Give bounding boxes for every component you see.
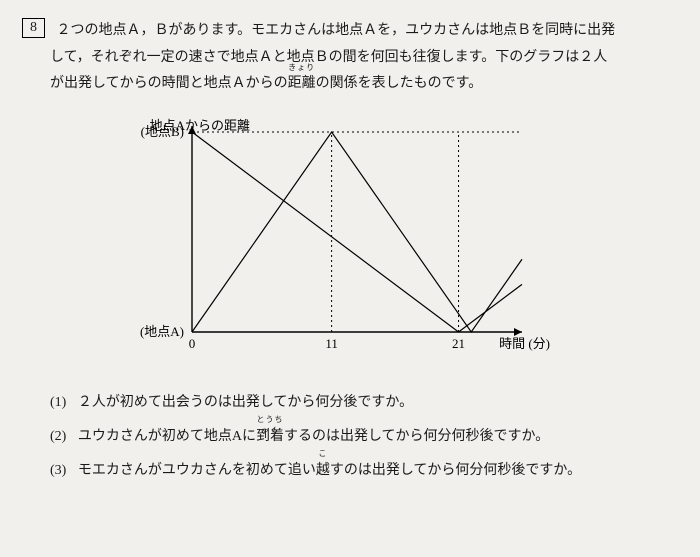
- question-body-line3-post: の関係を表したものです。: [316, 76, 483, 91]
- question-block: 8 ２つの地点Ａ，Ｂがあります。モエカさんは地点Ａを，ユウカさんは地点Ｂを同時に…: [22, 18, 678, 98]
- subquestion-3-post: すのは出発してから何分何秒後ですか。: [330, 463, 581, 478]
- svg-text:21: 21: [452, 336, 465, 351]
- question-number: 8: [22, 18, 45, 38]
- question-body-line2: して，それぞれ一定の速さで地点Ａと地点Ｂの間を何回も往復します。下のグラフは２人: [50, 50, 607, 65]
- subquestion-2-num: (2): [50, 429, 66, 444]
- distance-time-chart: 01121(地点A)(地点B)地点Aからの距離時間 (分): [82, 112, 552, 372]
- svg-text:地点Aからの距離: 地点Aからの距離: [150, 118, 250, 133]
- ruby-ko: こ越: [316, 459, 330, 479]
- ruby-touchaku: とうちゃく到着: [256, 425, 284, 445]
- subquestion-2-pre: ユウカさんが初めて地点Aに: [78, 429, 256, 444]
- svg-text:0: 0: [189, 336, 196, 351]
- subquestion-3-num: (3): [50, 463, 66, 478]
- question-body-line3-pre: が出発してからの時間と地点Ａからの: [50, 76, 288, 91]
- ruby-kyori: きょり距離: [288, 71, 316, 98]
- svg-text:時間 (分): 時間 (分): [499, 336, 550, 351]
- svg-text:(地点A): (地点A): [140, 324, 184, 339]
- subquestion-1-text: ２人が初めて出会うのは出発してから何分後ですか。: [78, 395, 413, 410]
- question-body-line1: ２つの地点Ａ，Ｂがあります。モエカさんは地点Ａを，ユウカさんは地点Ｂを同時に出発: [57, 23, 616, 38]
- subquestion-1-num: (1): [50, 395, 66, 410]
- subquestion-3-pre: モエカさんがユウカさんを初めて追い: [78, 463, 316, 478]
- subquestion-3: (3) モエカさんがユウカさんを初めて追いこ越すのは出発してから何分何秒後ですか…: [50, 459, 678, 479]
- svg-text:11: 11: [325, 336, 338, 351]
- subquestion-2-post: するのは出発してから何分何秒後ですか。: [284, 429, 549, 444]
- subquestion-1: (1) ２人が初めて出会うのは出発してから何分後ですか。: [50, 391, 678, 411]
- subquestion-2: (2) ユウカさんが初めて地点Aにとうちゃく到着するのは出発してから何分何秒後で…: [50, 425, 678, 445]
